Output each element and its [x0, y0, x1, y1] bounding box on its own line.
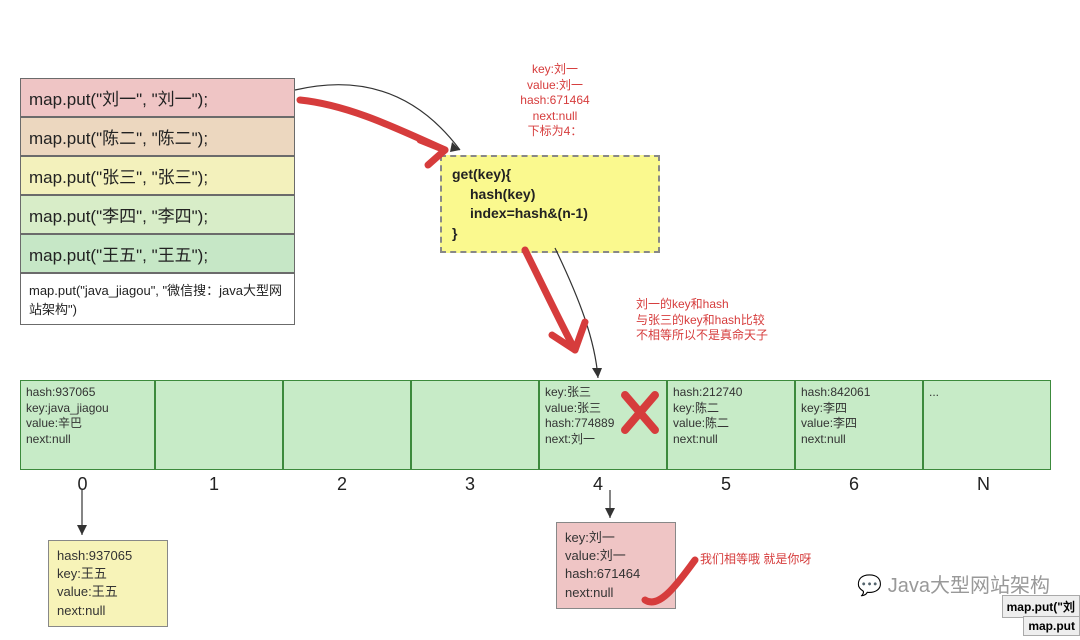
- annot1-l5: 下标为4：: [480, 124, 630, 140]
- put-list: map.put("刘一", "刘一");map.put("陈二", "陈二");…: [20, 78, 295, 325]
- put-item-4: map.put("王五", "王五");: [20, 234, 295, 273]
- side-tab-2: map.put: [1023, 616, 1080, 636]
- put-item-1: map.put("陈二", "陈二");: [20, 117, 295, 156]
- code-get-key: get(key){ hash(key) index=hash&(n-1) }: [440, 155, 660, 253]
- watermark: 💬 Java大型网站架构: [857, 569, 1050, 598]
- put-item-0: map.put("刘一", "刘一");: [20, 78, 295, 117]
- array-index-0: 0: [78, 474, 88, 495]
- code-l4: }: [452, 224, 648, 244]
- annotation-match: 我们相等哦 就是你呀: [700, 552, 840, 568]
- array-cell-4: key:张三value:张三hash:774889next:刘一: [539, 380, 667, 470]
- annotation-key-info: key:刘一 value:刘一 hash:671464 next:null 下标…: [480, 62, 630, 140]
- array-cell-0: hash:937065key:java_jiagouvalue:辛巴next:n…: [20, 380, 155, 470]
- array-cell-5: hash:212740key:陈二value:陈二next:null: [667, 380, 795, 470]
- chain-node-0: hash:937065key:王五value:王五next:null: [48, 540, 168, 627]
- array-cell-6: hash:842061key:李四value:李四next:null: [795, 380, 923, 470]
- hash-array: hash:937065key:java_jiagouvalue:辛巴next:n…: [20, 380, 1051, 470]
- watermark-text: Java大型网站架构: [888, 575, 1050, 597]
- annot2-l1: 刘一的key和hash: [636, 297, 801, 313]
- chain-node-4: key:刘一value:刘一hash:671464next:null: [556, 522, 676, 609]
- array-index-3: 3: [465, 474, 475, 495]
- array-index-4: 4: [593, 474, 603, 495]
- wechat-icon: 💬: [857, 575, 882, 597]
- array-cell-3: [411, 380, 539, 470]
- annotation-compare: 刘一的key和hash 与张三的key和hash比较 不相等所以不是真命天子: [636, 297, 801, 344]
- array-index-2: 2: [337, 474, 347, 495]
- array-cell-N: ...: [923, 380, 1051, 470]
- put-item-2: map.put("张三", "张三");: [20, 156, 295, 195]
- annot1-l4: next:null: [480, 109, 630, 125]
- array-index-N: N: [977, 474, 990, 495]
- put-item-3: map.put("李四", "李四");: [20, 195, 295, 234]
- annot1-l2: value:刘一: [480, 78, 630, 94]
- code-l3: index=hash&(n-1): [452, 204, 648, 224]
- array-cell-2: [283, 380, 411, 470]
- annot2-l3: 不相等所以不是真命天子: [636, 328, 801, 344]
- side-tab-1: map.put("刘: [1002, 595, 1080, 618]
- array-index-5: 5: [721, 474, 731, 495]
- put-item-5: map.put("java_jiagou", "微信搜：java大型网站架构"): [20, 273, 295, 325]
- code-l1: get(key){: [452, 165, 648, 185]
- annot2-l2: 与张三的key和hash比较: [636, 313, 801, 329]
- code-l2: hash(key): [452, 185, 648, 205]
- array-index-6: 6: [849, 474, 859, 495]
- annot1-l1: key:刘一: [480, 62, 630, 78]
- annot1-l3: hash:671464: [480, 93, 630, 109]
- array-cell-1: [155, 380, 283, 470]
- array-index-1: 1: [209, 474, 219, 495]
